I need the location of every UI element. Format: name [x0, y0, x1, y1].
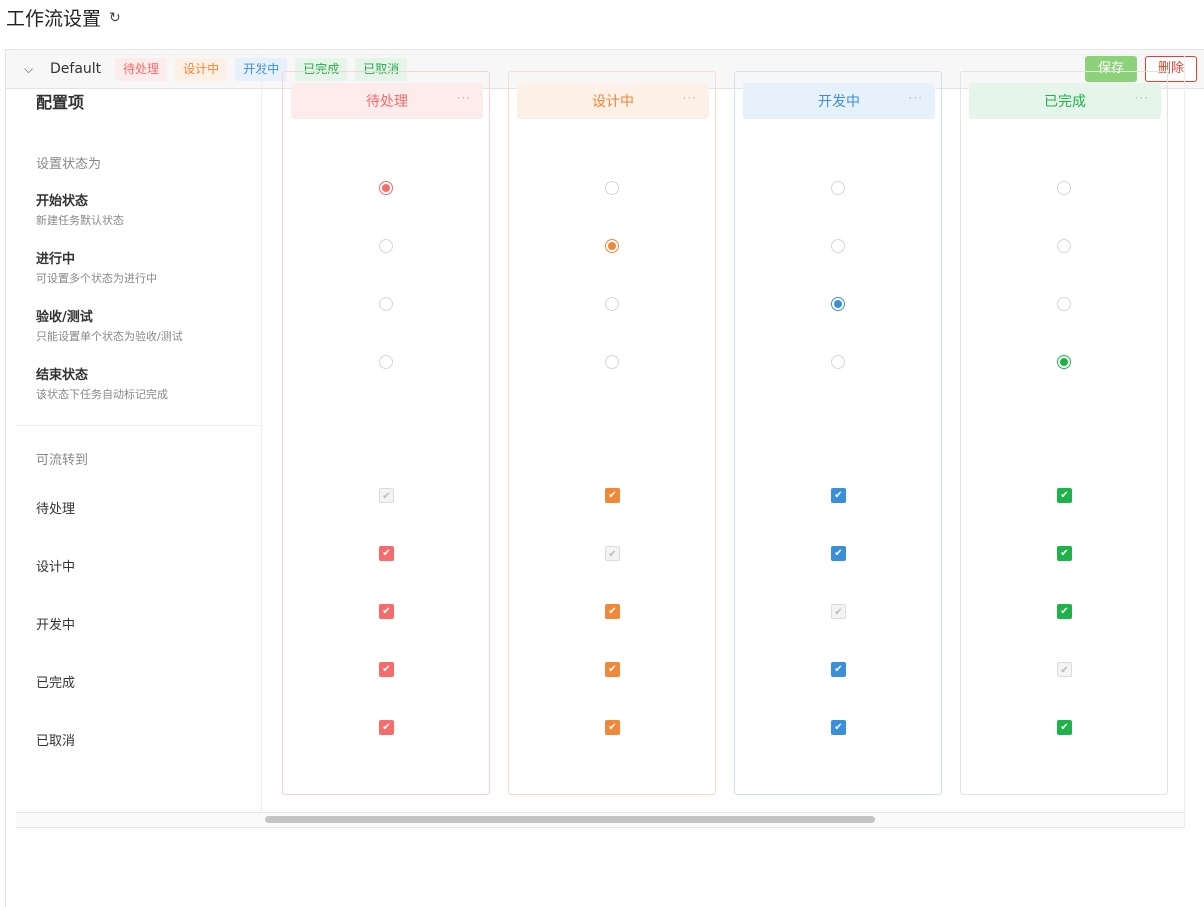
page-title-text: 工作流设置: [6, 8, 102, 30]
status-tag: 已完成: [295, 57, 348, 81]
transition-target-label: 设计中: [36, 560, 76, 575]
more-icon[interactable]: ···: [682, 91, 697, 105]
transition-checkbox[interactable]: ✔: [1057, 604, 1072, 619]
workflow-name: Default: [50, 61, 102, 77]
status-radio[interactable]: [1057, 355, 1071, 369]
status-tag: 设计中: [175, 57, 228, 81]
transition-target-label: 已完成: [36, 676, 76, 691]
horizontal-scrollbar[interactable]: [16, 812, 1185, 828]
status-column-header: 待处理 ···: [291, 83, 483, 119]
status-radio[interactable]: [831, 297, 845, 311]
more-icon[interactable]: ···: [456, 91, 471, 105]
transition-checkbox[interactable]: ✔: [605, 488, 620, 503]
save-button[interactable]: 保存: [1084, 56, 1137, 82]
chevron-down-icon[interactable]: ⌵: [24, 61, 34, 76]
transition-checkbox: ✔: [1057, 662, 1072, 677]
transition-target-label: 开发中: [36, 618, 76, 633]
workflow-panel: ⌵ Default 待处理 设计中 开发中 已完成 已取消 保存 删除: [5, 49, 1204, 907]
transition-checkbox: ✔: [831, 604, 846, 619]
status-radio[interactable]: [605, 297, 619, 311]
status-radio[interactable]: [379, 355, 393, 369]
status-radio[interactable]: [831, 181, 845, 195]
transition-target-label: 待处理: [36, 502, 76, 517]
transition-checkbox[interactable]: ✔: [605, 604, 620, 619]
workflow-header: ⌵ Default 待处理 设计中 开发中 已完成 已取消 保存 删除: [6, 50, 1204, 89]
status-radio[interactable]: [605, 181, 619, 195]
more-icon[interactable]: ···: [1134, 91, 1149, 105]
option-title: 进行中: [36, 252, 76, 267]
status-tag: 已取消: [355, 57, 408, 81]
config-column: 配置项 设置状态为 可流转到 开始状态新建任务默认状态 进行中可设置多个状态为进行…: [16, 55, 262, 813]
divider: [16, 425, 261, 426]
transition-checkbox[interactable]: ✔: [1057, 488, 1072, 503]
transition-checkbox[interactable]: ✔: [379, 720, 394, 735]
status-column: 待处理 ···: [282, 71, 490, 795]
transition-checkbox[interactable]: ✔: [379, 604, 394, 619]
status-column: 已完成 ···: [960, 71, 1168, 795]
status-option: 开始状态新建任务默认状态: [36, 193, 124, 229]
transition-checkbox[interactable]: ✔: [1057, 720, 1072, 735]
status-option: 进行中可设置多个状态为进行中: [36, 251, 157, 287]
header-actions: 保存 删除: [1084, 56, 1197, 82]
status-column-header: 设计中 ···: [517, 83, 709, 119]
transition-checkbox[interactable]: ✔: [379, 662, 394, 677]
status-column: 设计中 ···: [508, 71, 716, 795]
transition-checkbox: ✔: [379, 488, 394, 503]
status-column-header: 已完成 ···: [969, 83, 1161, 119]
page-title: 工作流设置 ↻: [6, 4, 121, 31]
set-status-label: 设置状态为: [36, 157, 102, 172]
status-radio[interactable]: [605, 239, 619, 253]
option-desc: 该状态下任务自动标记完成: [36, 388, 168, 401]
status-option: 结束状态该状态下任务自动标记完成: [36, 367, 168, 403]
transition-checkbox[interactable]: ✔: [379, 546, 394, 561]
option-title: 结束状态: [36, 368, 89, 383]
status-tag: 待处理: [115, 57, 168, 81]
transition-checkbox[interactable]: ✔: [831, 546, 846, 561]
option-desc: 新建任务默认状态: [36, 214, 124, 227]
transition-target-label: 已取消: [36, 734, 76, 749]
status-radio[interactable]: [379, 181, 393, 195]
scrollbar-thumb[interactable]: [265, 816, 875, 823]
transition-checkbox[interactable]: ✔: [605, 720, 620, 735]
option-title: 开始状态: [36, 194, 89, 209]
delete-button[interactable]: 删除: [1144, 56, 1197, 82]
transition-checkbox[interactable]: ✔: [831, 488, 846, 503]
status-radio[interactable]: [1057, 239, 1071, 253]
transition-checkbox[interactable]: ✔: [1057, 546, 1072, 561]
status-column: 开发中 ···: [734, 71, 942, 795]
status-column-name: 开发中: [818, 94, 860, 110]
transition-checkbox[interactable]: ✔: [831, 662, 846, 677]
status-column-name: 设计中: [592, 94, 634, 110]
refresh-icon[interactable]: ↻: [109, 9, 121, 26]
transition-label: 可流转到: [36, 453, 89, 468]
status-radio[interactable]: [831, 239, 845, 253]
status-column-header: 开发中 ···: [743, 83, 935, 119]
status-column-name: 已完成: [1044, 94, 1086, 110]
status-radio[interactable]: [605, 355, 619, 369]
option-desc: 可设置多个状态为进行中: [36, 272, 157, 285]
status-radio[interactable]: [831, 355, 845, 369]
status-radio[interactable]: [379, 297, 393, 311]
option-desc: 只能设置单个状态为验收/测试: [36, 330, 183, 343]
workflow-board: 配置项 设置状态为 可流转到 开始状态新建任务默认状态 进行中可设置多个状态为进行…: [16, 54, 1185, 813]
config-title: 配置项: [36, 93, 85, 112]
transition-checkbox[interactable]: ✔: [605, 662, 620, 677]
status-radio[interactable]: [1057, 181, 1071, 195]
transition-checkbox[interactable]: ✔: [831, 720, 846, 735]
more-icon[interactable]: ···: [908, 91, 923, 105]
status-column-name: 待处理: [366, 94, 408, 110]
option-title: 验收/测试: [36, 310, 93, 325]
status-radio[interactable]: [1057, 297, 1071, 311]
status-radio[interactable]: [379, 239, 393, 253]
status-option: 验收/测试只能设置单个状态为验收/测试: [36, 309, 183, 345]
transition-checkbox: ✔: [605, 546, 620, 561]
